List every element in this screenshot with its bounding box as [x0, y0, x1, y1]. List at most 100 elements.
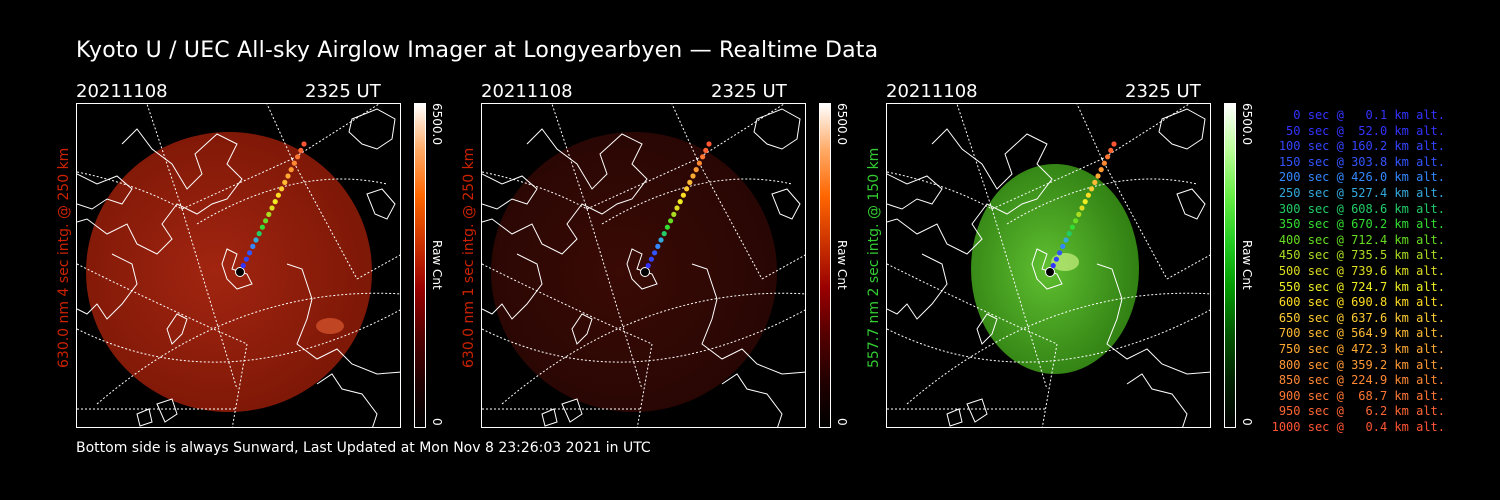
trajectory-point — [250, 243, 256, 249]
trajectory-point — [664, 224, 670, 230]
trajectory-point — [677, 199, 683, 205]
sky-map-svg — [887, 104, 1210, 427]
panel-1-date: 20211108 — [76, 81, 168, 102]
legend-entry: 50 sec @ 52.0 km alt. — [1286, 123, 1445, 138]
trajectory-point — [253, 237, 259, 243]
trajectory-point — [1069, 224, 1075, 230]
panel-2-image — [481, 103, 806, 428]
trajectory-point — [295, 154, 301, 160]
panel-1-colorbar — [414, 103, 426, 428]
legend-entry: 200 sec @ 426.0 km alt. — [1278, 170, 1445, 185]
trajectory-point — [658, 237, 664, 243]
trajectory-point — [671, 211, 677, 217]
panel-3-ylabel: 557.7 nm 2 sec intg. @ 150 km — [866, 147, 882, 368]
panel-2-cb-unit: Raw Cnt — [835, 240, 849, 290]
panel-1-time: 2325 UT — [305, 81, 381, 102]
trajectory-point — [1079, 205, 1085, 211]
trajectory-point — [1098, 167, 1104, 173]
trajectory-point — [668, 218, 674, 224]
panel-2-ylabel: 630.0 nm 1 sec intg. @ 250 km — [461, 147, 477, 368]
panel-3-colorbar — [1224, 103, 1236, 428]
panel-1-ylabel: 630.0 nm 4 sec intg. @ 250 km — [56, 147, 72, 368]
panel-2-time: 2325 UT — [711, 81, 787, 102]
legend-entry: 900 sec @ 68.7 km alt. — [1278, 388, 1445, 403]
legend-entry: 250 sec @ 527.4 km alt. — [1278, 185, 1445, 200]
legend-entry: 600 sec @ 690.8 km alt. — [1278, 295, 1445, 310]
trajectory-point — [298, 147, 304, 153]
trajectory-point — [269, 205, 275, 211]
trajectory-point — [661, 231, 667, 237]
trajectory-point — [700, 154, 706, 160]
legend-entry: 0 sec @ 0.1 km alt. — [1293, 108, 1445, 122]
trajectory-point — [703, 147, 709, 153]
trajectory-point — [696, 160, 702, 166]
legend-entry: 750 sec @ 472.3 km alt. — [1278, 341, 1445, 356]
legend-entry: 850 sec @ 224.9 km alt. — [1278, 373, 1445, 388]
trajectory-legend: 0 sec @ 0.1 km alt. 50 sec @ 52.0 km alt.… — [1250, 108, 1445, 435]
legend-entry: 800 sec @ 359.2 km alt. — [1278, 357, 1445, 372]
trajectory-point — [247, 250, 253, 256]
trajectory-point — [1082, 199, 1088, 205]
trajectory-point — [674, 205, 680, 211]
panel-3-time: 2325 UT — [1125, 81, 1201, 102]
trajectory-point — [1108, 147, 1114, 153]
trajectory-point — [256, 231, 262, 237]
trajectory-point — [243, 256, 249, 262]
panel-2-cb-min: 0 — [835, 418, 849, 426]
trajectory-point — [690, 173, 696, 179]
legend-entry: 100 sec @ 160.2 km alt. — [1278, 139, 1445, 154]
trajectory-point — [285, 173, 291, 179]
panel-3-image — [886, 103, 1211, 428]
legend-entry: 550 sec @ 724.7 km alt. — [1278, 279, 1445, 294]
trajectory-point — [687, 179, 693, 185]
trajectory-point — [693, 167, 699, 173]
trajectory-point — [1111, 141, 1117, 147]
sky-map-svg — [482, 104, 805, 427]
legend-entry: 300 sec @ 608.6 km alt. — [1278, 201, 1445, 216]
sky-image — [491, 132, 777, 412]
panel-1-cb-unit: Raw Cnt — [430, 240, 444, 290]
aurora-patch — [1051, 253, 1079, 271]
trajectory-point — [706, 141, 712, 147]
trajectory-point — [275, 192, 281, 198]
panel-1-cb-min: 0 — [430, 418, 444, 426]
panel-2-cb-max: 6500.0 — [835, 103, 849, 145]
trajectory-point — [684, 186, 690, 192]
legend-entry: 400 sec @ 712.4 km alt. — [1278, 232, 1445, 247]
trajectory-point — [1053, 256, 1059, 262]
trajectory-point — [680, 192, 686, 198]
trajectory-point — [1085, 192, 1091, 198]
trajectory-point — [1050, 263, 1056, 269]
page-title: Kyoto U / UEC All-sky Airglow Imager at … — [76, 38, 879, 63]
legend-entry: 950 sec @ 6.2 km alt. — [1278, 404, 1445, 419]
footer-note: Bottom side is always Sunward, Last Upda… — [76, 440, 651, 456]
trajectory-point — [301, 141, 307, 147]
panel-2-colorbar — [819, 103, 831, 428]
legend-entry: 350 sec @ 670.2 km alt. — [1278, 217, 1445, 232]
legend-entry: 700 sec @ 564.9 km alt. — [1278, 326, 1445, 341]
trajectory-point — [1095, 173, 1101, 179]
trajectory-point — [1045, 267, 1055, 277]
legend-entry: 1000 sec @ 0.4 km alt. — [1271, 419, 1445, 434]
trajectory-point — [279, 186, 285, 192]
trajectory-point — [1066, 231, 1072, 237]
trajectory-point — [282, 179, 288, 185]
trajectory-point — [1076, 211, 1082, 217]
panel-2-date: 20211108 — [481, 81, 573, 102]
trajectory-point — [259, 224, 265, 230]
trajectory-point — [240, 263, 246, 269]
trajectory-point — [1063, 237, 1069, 243]
trajectory-point — [655, 243, 661, 249]
trajectory-point — [288, 167, 294, 173]
sky-map-svg — [77, 104, 400, 427]
sky-image — [86, 132, 372, 412]
panel-1-image — [76, 103, 401, 428]
panel-1-cb-max: 6500.0 — [430, 103, 444, 145]
trajectory-point — [648, 256, 654, 262]
legend-entry: 650 sec @ 637.6 km alt. — [1278, 310, 1445, 325]
trajectory-point — [645, 263, 651, 269]
trajectory-point — [1105, 154, 1111, 160]
trajectory-point — [640, 267, 650, 277]
trajectory-point — [1092, 179, 1098, 185]
legend-entry: 500 sec @ 739.6 km alt. — [1278, 263, 1445, 278]
